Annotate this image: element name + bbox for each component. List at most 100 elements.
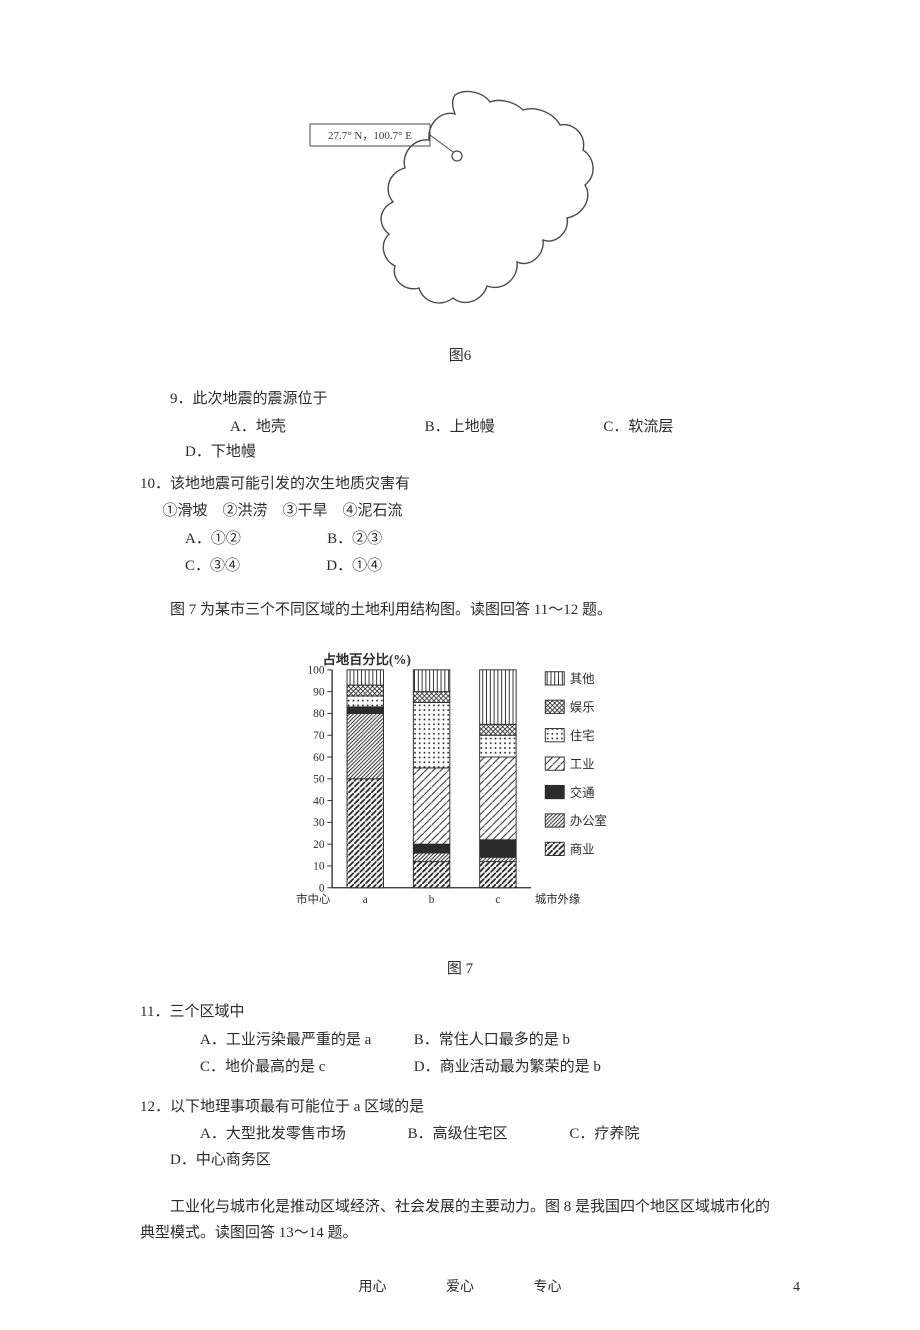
q11-stem: 11．三个区域中 xyxy=(140,1000,780,1026)
q10-opt-a: A．①② xyxy=(163,527,241,553)
question-9: 9．此次地震的震源位于 A．地壳 B．上地幔 C．软流层 D．下地幔 xyxy=(140,387,780,466)
lead-11-12: 图 7 为某市三个不同区域的土地利用结构图。读图回答 11～12 题。 xyxy=(140,598,780,624)
y-tick-label: 0 xyxy=(319,883,325,895)
question-12: 12．以下地理事项最有可能位于 a 区域的是 A．大型批发零售市场 B．高级住宅… xyxy=(140,1095,780,1174)
legend-label-其他: 其他 xyxy=(570,672,595,686)
y-tick-label: 30 xyxy=(313,817,325,829)
y-tick-label: 40 xyxy=(313,795,325,807)
map-outline xyxy=(381,91,593,302)
q11-opt-a: A．工业污染最严重的是 a xyxy=(170,1028,380,1054)
bar-segment-b-其他 xyxy=(413,670,449,692)
q9-options: A．地壳 B．上地幔 C．软流层 D．下地幔 xyxy=(140,415,780,466)
bar-segment-c-商业 xyxy=(480,862,516,888)
y-tick-label: 20 xyxy=(313,839,325,851)
q10-opt-c: C．③④ xyxy=(163,554,241,580)
q9-opt-c: C．软流层 xyxy=(558,415,673,441)
footer: 用心 爱心 专心 xyxy=(0,1276,920,1300)
q12-stem: 12．以下地理事项最有可能位于 a 区域的是 xyxy=(140,1095,780,1121)
question-11: 11．三个区域中 A．工业污染最严重的是 a B．常住人口最多的是 b C．地价… xyxy=(140,1000,780,1081)
q12-opt-b: B．高级住宅区 xyxy=(378,1122,508,1148)
legend-swatch-住宅 xyxy=(545,729,564,742)
q9-opt-d: D．下地幔 xyxy=(140,440,256,466)
legend-swatch-工业 xyxy=(545,757,564,770)
motto-1: 用心 xyxy=(359,1280,387,1295)
coord-text: 27.7° N，100.7° E xyxy=(328,130,412,142)
bar-label-a: a xyxy=(363,894,368,906)
bar-segment-b-办公室 xyxy=(413,853,449,862)
bar-segment-b-商业 xyxy=(413,862,449,888)
bar-segment-b-住宅 xyxy=(413,703,449,768)
q12-opt-c: C．疗养院 xyxy=(539,1122,639,1148)
motto-2: 爱心 xyxy=(446,1280,474,1295)
x-left-label: 市中心 xyxy=(296,892,330,906)
coord-arrow xyxy=(430,135,453,152)
q10-stem: 10．该地地震可能引发的次生地质灾害有 xyxy=(140,472,780,498)
q9-stem: 9．此次地震的震源位于 xyxy=(140,387,780,413)
legend-label-商业: 商业 xyxy=(570,842,595,857)
bar-segment-c-其他 xyxy=(480,670,516,724)
figure-6-caption: 图6 xyxy=(140,344,780,370)
q12-opt-d: D．中心商务区 xyxy=(140,1148,271,1174)
page-number: 4 xyxy=(793,1276,800,1300)
q11-opt-b: B．常住人口最多的是 b xyxy=(384,1028,570,1054)
q12-options: A．大型批发零售市场 B．高级住宅区 C．疗养院 D．中心商务区 xyxy=(140,1122,780,1173)
motto-3: 专心 xyxy=(534,1280,562,1295)
bar-segment-a-办公室 xyxy=(347,713,383,778)
legend-swatch-交通 xyxy=(545,785,564,798)
bar-segment-b-交通 xyxy=(413,844,449,853)
legend-label-住宅: 住宅 xyxy=(570,728,595,743)
q9-opt-a: A．地壳 xyxy=(185,415,286,441)
q9-opt-b: B．上地幔 xyxy=(380,415,495,441)
y-tick-label: 70 xyxy=(313,730,325,742)
y-tick-label: 60 xyxy=(313,752,325,764)
x-right-label: 城市外缘 xyxy=(535,892,580,906)
chart-svg: 占地百分比(%) 0 10 20 30 40 50 60 70 80 90 100 a b c 市中心 城市外缘… xyxy=(280,643,640,943)
footer-motto: 用心 爱心 专心 xyxy=(331,1280,590,1295)
bar-segment-a-其他 xyxy=(347,670,383,685)
epicenter-marker xyxy=(452,151,462,161)
legend-swatch-其他 xyxy=(545,672,564,685)
q10-opt-b: B．②③ xyxy=(305,527,383,553)
y-tick-label: 90 xyxy=(313,686,325,698)
legend-swatch-商业 xyxy=(545,842,564,855)
bar-segment-a-住宅 xyxy=(347,696,383,707)
q10-opt-d: D．①④ xyxy=(304,554,382,580)
bar-segment-a-交通 xyxy=(347,707,383,714)
lead-13-14: 工业化与城市化是推动区域经济、社会发展的主要动力。图 8 是我国四个地区区域城市… xyxy=(140,1195,780,1246)
bar-segment-c-住宅 xyxy=(480,735,516,757)
legend-label-工业: 工业 xyxy=(570,757,595,771)
question-10: 10．该地地震可能引发的次生地质灾害有 ①滑坡 ②洪涝 ③干旱 ④泥石流 A．①… xyxy=(140,472,780,580)
q10-items: ①滑坡 ②洪涝 ③干旱 ④泥石流 xyxy=(140,499,780,525)
figure-6: 27.7° N，100.7° E 图6 xyxy=(140,80,780,369)
q11-opt-c: C．地价最高的是 c xyxy=(170,1055,380,1081)
y-tick-label: 80 xyxy=(313,708,325,720)
legend-swatch-娱乐 xyxy=(545,700,564,713)
bar-segment-a-娱乐 xyxy=(347,685,383,696)
y-tick-label: 50 xyxy=(313,774,325,786)
q10-options-row1: A．①② B．②③ xyxy=(140,527,780,553)
q11-opt-d: D．商业活动最为繁荣的是 b xyxy=(384,1055,601,1081)
bar-label-b: b xyxy=(429,894,435,906)
map-svg: 27.7° N，100.7° E xyxy=(305,80,615,330)
bar-label-c: c xyxy=(495,894,500,906)
bar-segment-c-娱乐 xyxy=(480,724,516,735)
y-axis-title: 占地百分比(%) xyxy=(323,651,411,667)
bar-segment-c-办公室 xyxy=(480,857,516,861)
q11-options-row2: C．地价最高的是 c D．商业活动最为繁荣的是 b xyxy=(140,1055,780,1081)
bar-segment-b-工业 xyxy=(413,768,449,844)
q12-opt-a: A．大型批发零售市场 xyxy=(170,1122,346,1148)
y-tick-label: 10 xyxy=(313,861,325,873)
legend-label-交通: 交通 xyxy=(570,785,595,800)
q11-options-row1: A．工业污染最严重的是 a B．常住人口最多的是 b xyxy=(140,1028,780,1054)
q10-options-row2: C．③④ D．①④ xyxy=(140,554,780,580)
legend-label-娱乐: 娱乐 xyxy=(570,701,595,715)
bar-segment-a-商业 xyxy=(347,779,383,888)
bar-segment-c-交通 xyxy=(480,840,516,857)
figure-7: 占地百分比(%) 0 10 20 30 40 50 60 70 80 90 100 a b c 市中心 城市外缘… xyxy=(140,643,780,982)
legend-label-办公室: 办公室 xyxy=(570,813,607,828)
legend-swatch-办公室 xyxy=(545,814,564,827)
bar-segment-b-娱乐 xyxy=(413,692,449,703)
y-tick-label: 100 xyxy=(307,665,324,677)
figure-7-caption: 图 7 xyxy=(140,957,780,983)
bar-segment-c-工业 xyxy=(480,757,516,840)
